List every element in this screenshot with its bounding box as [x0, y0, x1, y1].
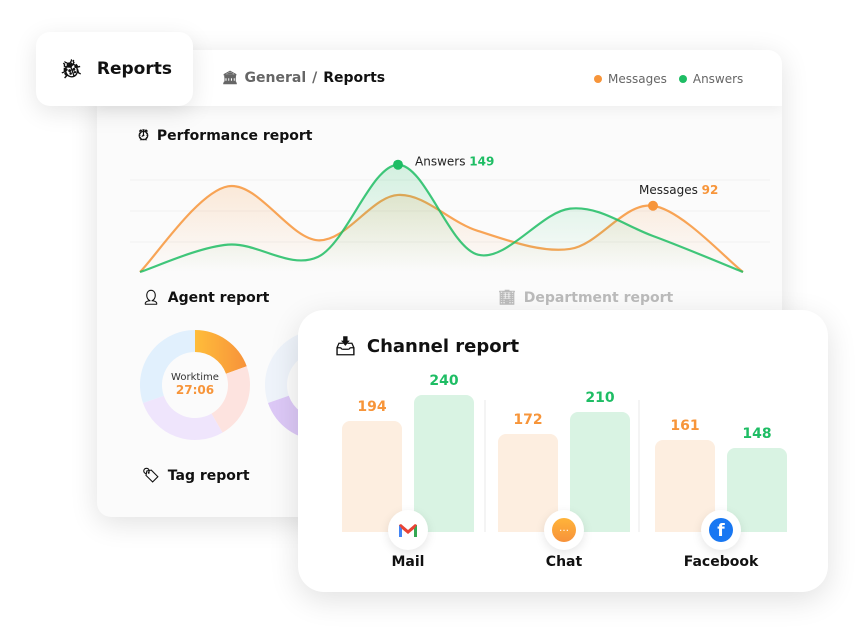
- bar-mail-messages[interactable]: [342, 421, 402, 532]
- tab-title: Reports: [96, 59, 172, 79]
- breadcrumb: 🏛︎ General / Reports: [222, 70, 385, 86]
- breadcrumb-parent[interactable]: General: [244, 70, 307, 86]
- reports-tab[interactable]: 🐞︎ Reports: [36, 32, 193, 106]
- donut-segment-blue: [139, 330, 195, 403]
- chart-legend: Messages Answers: [594, 72, 743, 86]
- panel-header: [97, 50, 782, 106]
- department-report-heading[interactable]: 🏢︎ Department report: [498, 290, 674, 306]
- legend-answers: Answers: [678, 72, 743, 86]
- category-label-chat: Chat: [545, 554, 583, 570]
- point-annotation: Messages 92: [639, 183, 718, 197]
- point-annotation: Answers 149: [415, 155, 494, 169]
- area-answers: [140, 164, 743, 272]
- bar-chat-messages[interactable]: [498, 433, 558, 532]
- breadcrumb-separator: /: [312, 70, 318, 86]
- bar-mail-answers[interactable]: [414, 395, 474, 532]
- channel-report-card: 📥︎ Channel report 194 240 Mail 172 210 … Chat 1…: [298, 310, 828, 592]
- donut-center: Worktime 27:06: [155, 372, 235, 397]
- mail-icon: [388, 510, 428, 550]
- bug-icon: 🐞︎: [60, 58, 83, 80]
- performance-report-heading: ⏰︎ Performance report: [138, 128, 313, 144]
- tag-report-heading: 🏷︎ Tag report: [142, 468, 250, 484]
- bar-value-label: 161: [670, 418, 700, 435]
- alarm-clock-icon: ⏰︎: [138, 128, 149, 144]
- breadcrumb-current: Reports: [323, 70, 386, 86]
- donut-segment-worktime: [195, 330, 247, 374]
- bar-value-label: 148: [742, 425, 772, 442]
- agent-report-heading: 👤︎ Agent report: [142, 290, 270, 306]
- category-label-facebook: Facebook: [683, 554, 759, 570]
- tag-icon: 🏷︎: [142, 468, 160, 484]
- building-icon: 🏢︎: [498, 290, 516, 306]
- facebook-icon: f: [701, 510, 741, 550]
- legend-messages: Messages: [594, 72, 667, 86]
- chat-icon: …: [544, 510, 584, 550]
- divider: [638, 400, 640, 532]
- bar-chat-answers[interactable]: [570, 412, 630, 532]
- point-marker[interactable]: [393, 159, 403, 170]
- divider: [484, 400, 486, 532]
- inbox-icon: 📥︎: [334, 336, 357, 357]
- line-answers: [139, 163, 744, 274]
- bar-value-label: 240: [429, 373, 459, 390]
- point-marker[interactable]: [648, 200, 658, 211]
- bar-value-label: 210: [585, 390, 615, 407]
- worktime-value: 27:06: [175, 383, 215, 397]
- bar-value-label: 194: [357, 399, 387, 416]
- user-icon: 👤︎: [142, 290, 160, 306]
- bar-value-label: 172: [513, 411, 543, 428]
- channel-report-heading: 📥︎ Channel report: [334, 336, 520, 357]
- category-label-mail: Mail: [391, 554, 425, 570]
- bank-icon: 🏛︎: [222, 70, 239, 86]
- donut-segment-lavender: [143, 395, 223, 440]
- worktime-label: Worktime: [171, 372, 219, 383]
- donut-segment-pink: [211, 366, 251, 433]
